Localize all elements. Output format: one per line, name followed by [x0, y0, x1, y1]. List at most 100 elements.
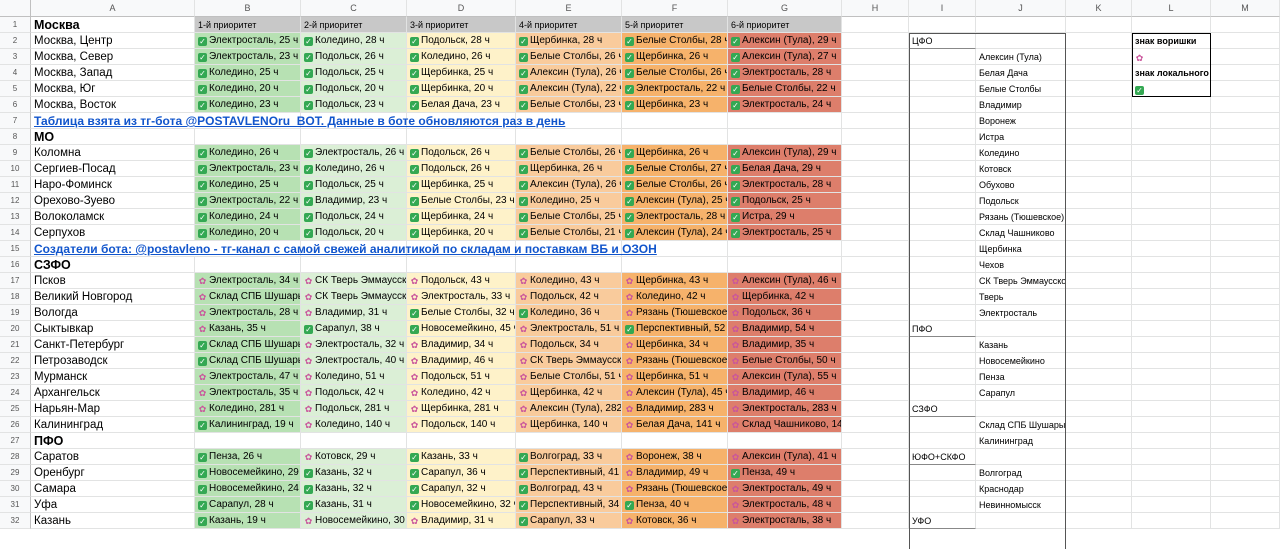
empty-cell[interactable] — [1211, 145, 1280, 161]
empty-cell[interactable] — [301, 257, 407, 273]
empty-cell[interactable] — [1066, 241, 1132, 257]
warehouse-cell[interactable]: ✿ Электросталь, 49 ч — [728, 481, 842, 497]
empty-cell[interactable] — [1066, 65, 1132, 81]
warehouse-list-cell[interactable]: Тверь — [976, 289, 1066, 305]
empty-cell[interactable] — [1066, 145, 1132, 161]
city-name[interactable]: Казань — [31, 513, 195, 529]
warehouse-list-cell[interactable]: Склад Чашниково — [976, 225, 1066, 241]
warehouse-cell[interactable]: ✓ Белые Столбы, 27 ч — [622, 161, 728, 177]
empty-cell[interactable] — [1066, 33, 1132, 49]
empty-cell[interactable] — [1066, 321, 1132, 337]
warehouse-cell[interactable]: ✓ Щербинка, 24 ч — [407, 209, 516, 225]
empty-cell[interactable] — [842, 257, 909, 273]
warehouse-cell[interactable]: ✓ Щербинка, 25 ч — [407, 65, 516, 81]
district-cell[interactable] — [909, 241, 976, 257]
warehouse-cell[interactable]: ✿ Алексин (Тула), 41 ч — [728, 449, 842, 465]
warehouse-cell[interactable]: ✿ Владимир, 31 ч — [301, 305, 407, 321]
empty-cell[interactable] — [842, 273, 909, 289]
row-header[interactable]: 15 — [0, 241, 31, 257]
row-header[interactable]: 7 — [0, 113, 31, 129]
empty-cell[interactable] — [1211, 177, 1280, 193]
empty-cell[interactable] — [622, 433, 728, 449]
warehouse-cell[interactable]: ✿ Щербинка, 34 ч — [622, 337, 728, 353]
empty-cell[interactable] — [1211, 465, 1280, 481]
warehouse-cell[interactable]: ✿ Щербинка, 42 ч — [516, 385, 622, 401]
row-header[interactable]: 14 — [0, 225, 31, 241]
warehouse-cell[interactable]: ✓ Электросталь, 26 ч — [301, 145, 407, 161]
warehouse-cell[interactable]: ✓ Подольск, 20 ч — [301, 81, 407, 97]
warehouse-cell[interactable]: ✿ Алексин (Тула), 46 ч — [728, 273, 842, 289]
warehouse-cell[interactable]: ✓ Электросталь, 28 ч — [622, 209, 728, 225]
empty-cell[interactable] — [1211, 433, 1280, 449]
empty-cell[interactable] — [1066, 97, 1132, 113]
warehouse-cell[interactable]: ✓ Алексин (Тула), 26 ч — [516, 177, 622, 193]
info-link[interactable]: Таблица взята из тг-бота @POSTAVLENOru_B… — [31, 113, 842, 129]
district-cell[interactable] — [909, 145, 976, 161]
warehouse-cell[interactable]: ✿ Подольск, 42 ч — [301, 385, 407, 401]
empty-cell[interactable] — [842, 481, 909, 497]
city-name[interactable]: Санкт-Петербург — [31, 337, 195, 353]
warehouse-cell[interactable]: ✿ Щербинка, 42 ч — [728, 289, 842, 305]
empty-cell[interactable] — [1066, 369, 1132, 385]
warehouse-list-cell[interactable]: Подольск — [976, 193, 1066, 209]
warehouse-cell[interactable]: ✓ Белые Столбы, 21 ч — [516, 225, 622, 241]
warehouse-cell[interactable]: ✓ Подольск, 20 ч — [301, 225, 407, 241]
district-cell[interactable] — [909, 337, 976, 353]
row-header[interactable]: 12 — [0, 193, 31, 209]
empty-cell[interactable] — [1132, 513, 1211, 529]
district-cell[interactable]: ПФО — [909, 321, 976, 337]
row-header[interactable]: 22 — [0, 353, 31, 369]
empty-cell[interactable] — [842, 369, 909, 385]
city-name[interactable]: Наро-Фоминск — [31, 177, 195, 193]
district-cell[interactable] — [909, 193, 976, 209]
empty-cell[interactable] — [842, 113, 909, 129]
empty-cell[interactable] — [842, 49, 909, 65]
column-header-h[interactable]: H — [842, 0, 909, 17]
city-name[interactable]: Калининград — [31, 417, 195, 433]
warehouse-cell[interactable]: ✿ Электросталь, 34 ч — [195, 273, 301, 289]
empty-cell[interactable] — [1132, 385, 1211, 401]
city-name[interactable]: Москва, Юг — [31, 81, 195, 97]
warehouse-cell[interactable]: ✿ Котовск, 36 ч — [622, 513, 728, 529]
warehouse-cell[interactable]: ✿ Подольск, 43 ч — [407, 273, 516, 289]
empty-cell[interactable] — [1132, 369, 1211, 385]
empty-cell[interactable] — [1211, 113, 1280, 129]
warehouse-cell[interactable]: ✓ Казань, 32 ч — [301, 481, 407, 497]
warehouse-cell[interactable]: ✓ Щербинка, 20 ч — [407, 81, 516, 97]
warehouse-cell[interactable]: ✓ Коледино, 26 ч — [301, 161, 407, 177]
empty-cell[interactable] — [195, 257, 301, 273]
warehouse-cell[interactable]: ✿ Электросталь, 283 ч — [728, 401, 842, 417]
empty-cell[interactable] — [1211, 49, 1280, 65]
district-cell[interactable]: ЦФО — [909, 33, 976, 49]
warehouse-cell[interactable]: ✓ Перспективный, 41 ч — [516, 465, 622, 481]
row-header[interactable]: 3 — [0, 49, 31, 65]
district-cell[interactable] — [909, 161, 976, 177]
warehouse-cell[interactable]: ✓ Алексин (Тула), 27 ч — [728, 49, 842, 65]
district-cell[interactable] — [909, 385, 976, 401]
empty-cell[interactable] — [1132, 401, 1211, 417]
warehouse-list-cell[interactable]: Пенза — [976, 369, 1066, 385]
section-title[interactable]: МО — [31, 129, 195, 145]
empty-cell[interactable] — [842, 225, 909, 241]
warehouse-cell[interactable]: ✿ Электросталь, 32 ч — [301, 337, 407, 353]
warehouse-cell[interactable]: ✿ Подольск, 42 ч — [516, 289, 622, 305]
warehouse-list-cell[interactable]: СК Тверь Эммаусское — [976, 273, 1066, 289]
empty-cell[interactable] — [1066, 161, 1132, 177]
empty-cell[interactable] — [1211, 65, 1280, 81]
warehouse-list-cell[interactable]: Истра — [976, 129, 1066, 145]
row-header[interactable]: 11 — [0, 177, 31, 193]
empty-cell[interactable] — [1132, 449, 1211, 465]
warehouse-cell[interactable]: ✓ Электросталь, 22 ч — [195, 193, 301, 209]
warehouse-cell[interactable]: ✓ Щербинка, 26 ч — [622, 145, 728, 161]
column-header-b[interactable]: B — [195, 0, 301, 17]
empty-cell[interactable] — [1066, 193, 1132, 209]
row-header[interactable]: 26 — [0, 417, 31, 433]
empty-cell[interactable] — [1132, 481, 1211, 497]
warehouse-cell[interactable]: ✓ Белые Столбы, 23 ч — [407, 193, 516, 209]
row-header[interactable]: 17 — [0, 273, 31, 289]
empty-cell[interactable] — [842, 161, 909, 177]
warehouse-list-cell[interactable]: Невинномысск — [976, 497, 1066, 513]
warehouse-cell[interactable]: ✿СК Тверь Эммаусское — [516, 353, 622, 369]
warehouse-list-cell[interactable]: Калининград — [976, 433, 1066, 449]
column-header-a[interactable]: A — [31, 0, 195, 17]
